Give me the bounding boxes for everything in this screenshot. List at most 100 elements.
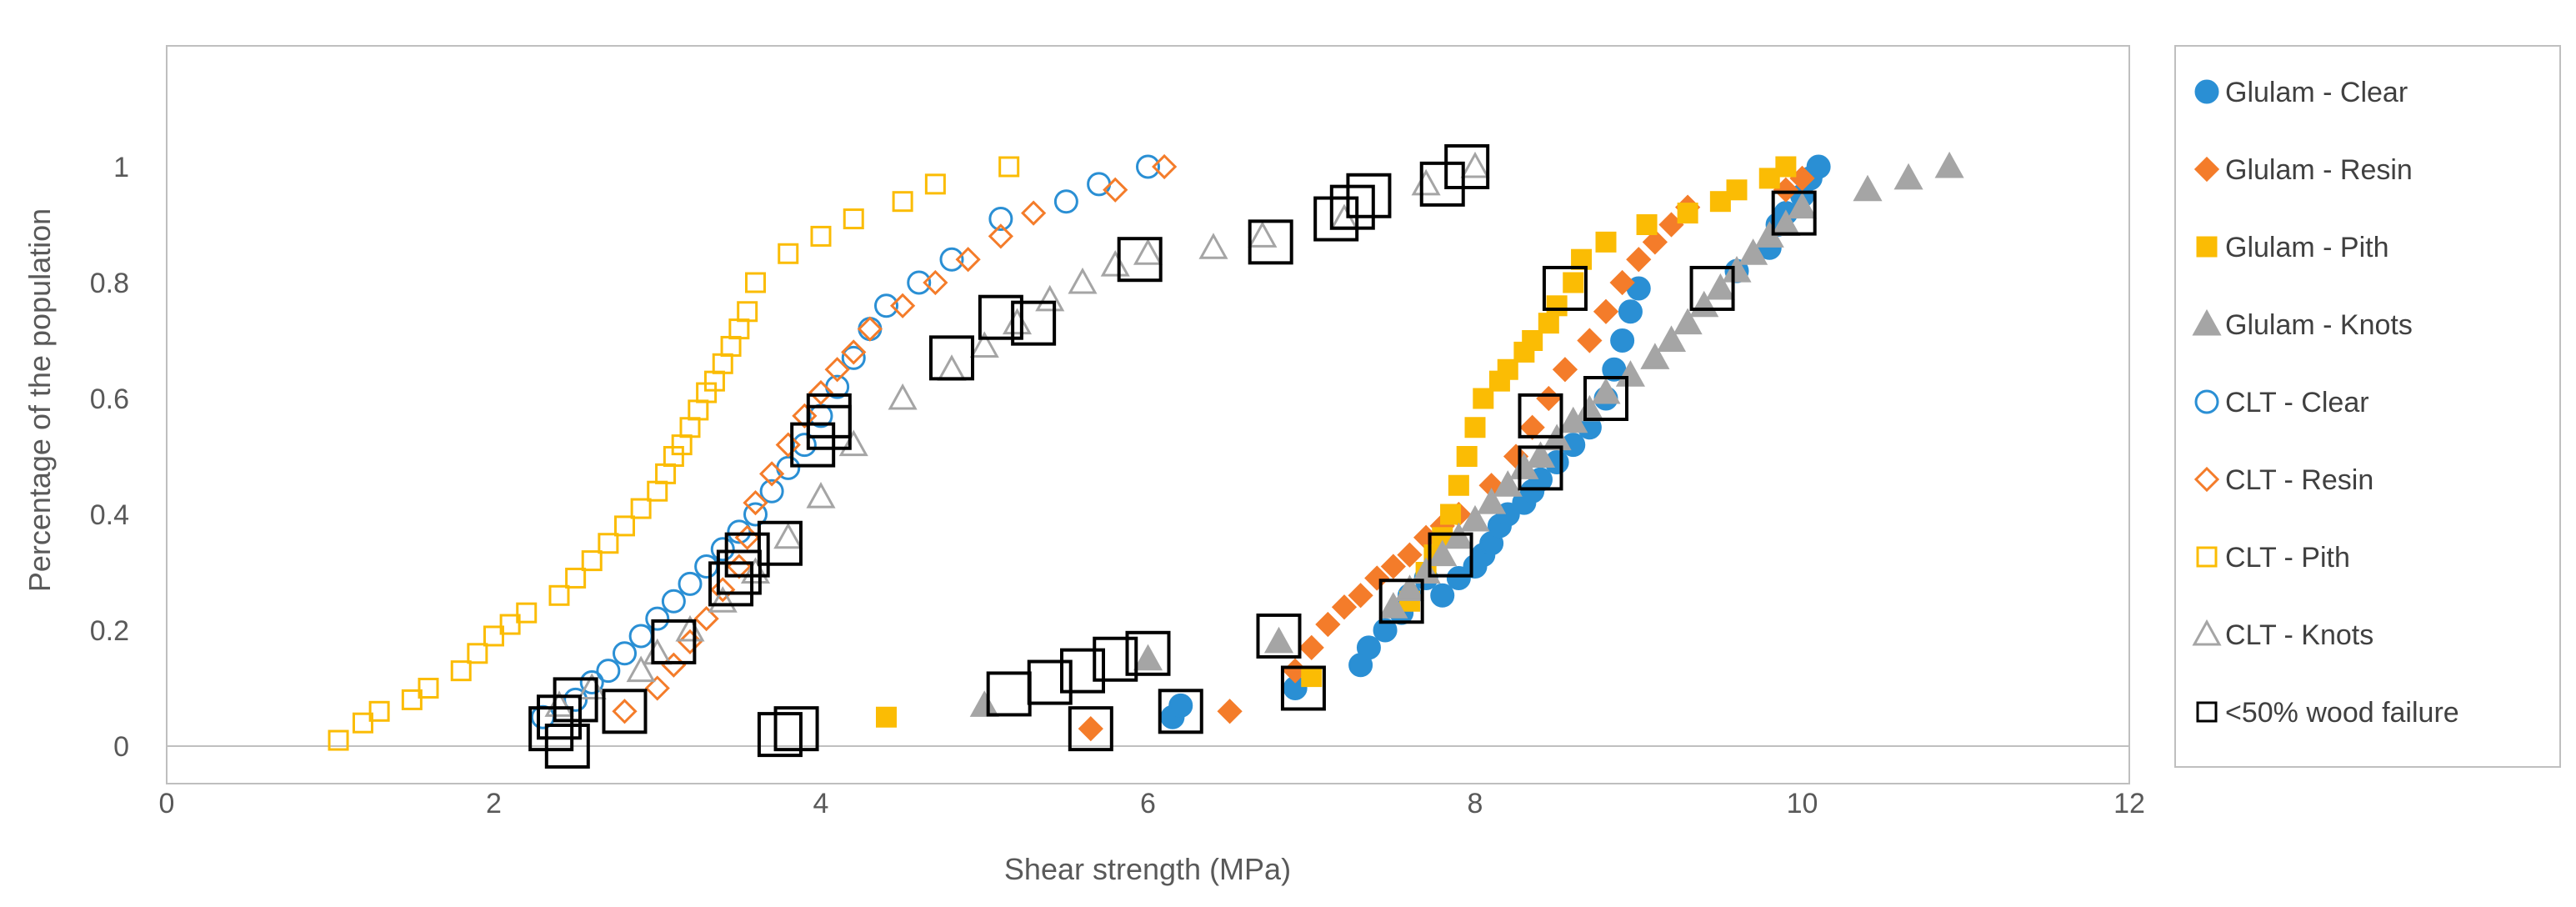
- data-point: [418, 678, 439, 699]
- y-tick-label: 0.6: [90, 383, 129, 415]
- data-point: [1934, 151, 1964, 178]
- data-point: [1248, 219, 1293, 265]
- data-point: [544, 690, 574, 717]
- data-point: [544, 724, 590, 769]
- data-point: [1021, 200, 1047, 226]
- data-point: [1677, 203, 1698, 224]
- data-point: [1525, 441, 1556, 468]
- data-point: [1301, 666, 1323, 688]
- data-point: [630, 498, 652, 519]
- data-point: [528, 706, 574, 752]
- legend-marker: [2193, 156, 2220, 183]
- data-point: [737, 301, 758, 323]
- data-point: [743, 502, 768, 527]
- data-points: [328, 144, 1964, 769]
- data-point: [1563, 272, 1584, 293]
- data-point: [1152, 153, 1178, 180]
- data-point: [1078, 716, 1103, 742]
- data-point: [1673, 308, 1703, 335]
- data-point: [1758, 168, 1780, 189]
- x-tick-label: 10: [1787, 788, 1818, 819]
- data-point: [1552, 357, 1578, 383]
- data-point: [1615, 360, 1645, 387]
- data-point: [743, 489, 768, 516]
- data-point: [1394, 574, 1425, 601]
- data-point: [890, 293, 916, 318]
- data-point: [1430, 583, 1455, 608]
- data-point: [1473, 388, 1494, 409]
- data-point: [1378, 579, 1424, 624]
- data-point: [757, 520, 803, 566]
- data-point: [757, 712, 803, 758]
- data-point: [581, 550, 603, 572]
- data-point: [1100, 250, 1130, 277]
- data-point: [969, 690, 999, 717]
- data-point: [613, 641, 637, 666]
- data-point: [1428, 539, 1458, 567]
- legend-label: Glulam - Knots: [2225, 309, 2413, 341]
- data-point: [626, 655, 656, 683]
- data-point: [1595, 231, 1617, 253]
- data-point: [1538, 313, 1559, 334]
- legend-box: [2174, 45, 2561, 768]
- data-point: [537, 694, 582, 740]
- data-point: [1380, 554, 1406, 579]
- data-point: [1002, 308, 1033, 335]
- data-point: [1722, 256, 1752, 283]
- data-point: [759, 461, 785, 487]
- y-tick-label: 0.8: [90, 268, 129, 299]
- data-point: [1125, 630, 1171, 676]
- legend-marker: [2196, 236, 2218, 258]
- data-point: [988, 223, 1013, 249]
- legend-label: <50% wood failure: [2225, 697, 2459, 729]
- y-tick-label: 0.4: [90, 499, 129, 531]
- data-point: [1460, 151, 1490, 178]
- data-point: [929, 335, 974, 381]
- data-point: [1593, 298, 1619, 324]
- x-tick-label: 4: [813, 788, 829, 819]
- data-point: [1806, 154, 1831, 179]
- series-4: [530, 154, 1160, 729]
- legend-marker: [2196, 546, 2218, 568]
- data-point: [614, 515, 635, 537]
- legend-marker: [2192, 308, 2222, 336]
- legend-marker: [2192, 619, 2222, 646]
- data-point: [792, 433, 817, 458]
- data-point: [1518, 445, 1563, 491]
- data-point: [1068, 706, 1113, 752]
- data-point: [978, 294, 1023, 340]
- legend: Glulam - Clear Glulam - Resin Glulam - Pit…: [2192, 77, 2459, 729]
- data-point: [548, 584, 570, 606]
- data-point: [1609, 269, 1635, 296]
- data-point: [1428, 532, 1473, 578]
- data-point: [1397, 542, 1423, 568]
- data-point: [1771, 190, 1817, 236]
- data-point: [1738, 238, 1768, 265]
- data-point: [1726, 179, 1748, 201]
- data-point: [874, 293, 898, 318]
- data-point: [1315, 611, 1341, 638]
- data-point: [759, 479, 784, 504]
- data-point: [1027, 659, 1073, 705]
- data-point: [1626, 247, 1652, 273]
- plot-area-border: [166, 45, 2130, 784]
- data-point: [1546, 295, 1568, 317]
- data-point: [1464, 417, 1486, 438]
- data-point: [1011, 300, 1057, 346]
- data-point: [577, 673, 607, 699]
- series-7: [544, 151, 1490, 717]
- x-tick-label: 6: [1140, 788, 1156, 819]
- data-point: [745, 272, 766, 293]
- data-point: [1640, 343, 1670, 369]
- data-point: [1583, 376, 1628, 421]
- data-point: [1331, 594, 1358, 620]
- data-point: [924, 173, 946, 195]
- data-point: [661, 589, 686, 614]
- data-point: [1356, 635, 1381, 660]
- data-point: [998, 156, 1020, 178]
- data-point: [483, 625, 504, 647]
- data-point: [773, 522, 803, 549]
- data-point: [1411, 168, 1441, 196]
- data-point: [328, 729, 349, 751]
- data-point: [1378, 592, 1408, 619]
